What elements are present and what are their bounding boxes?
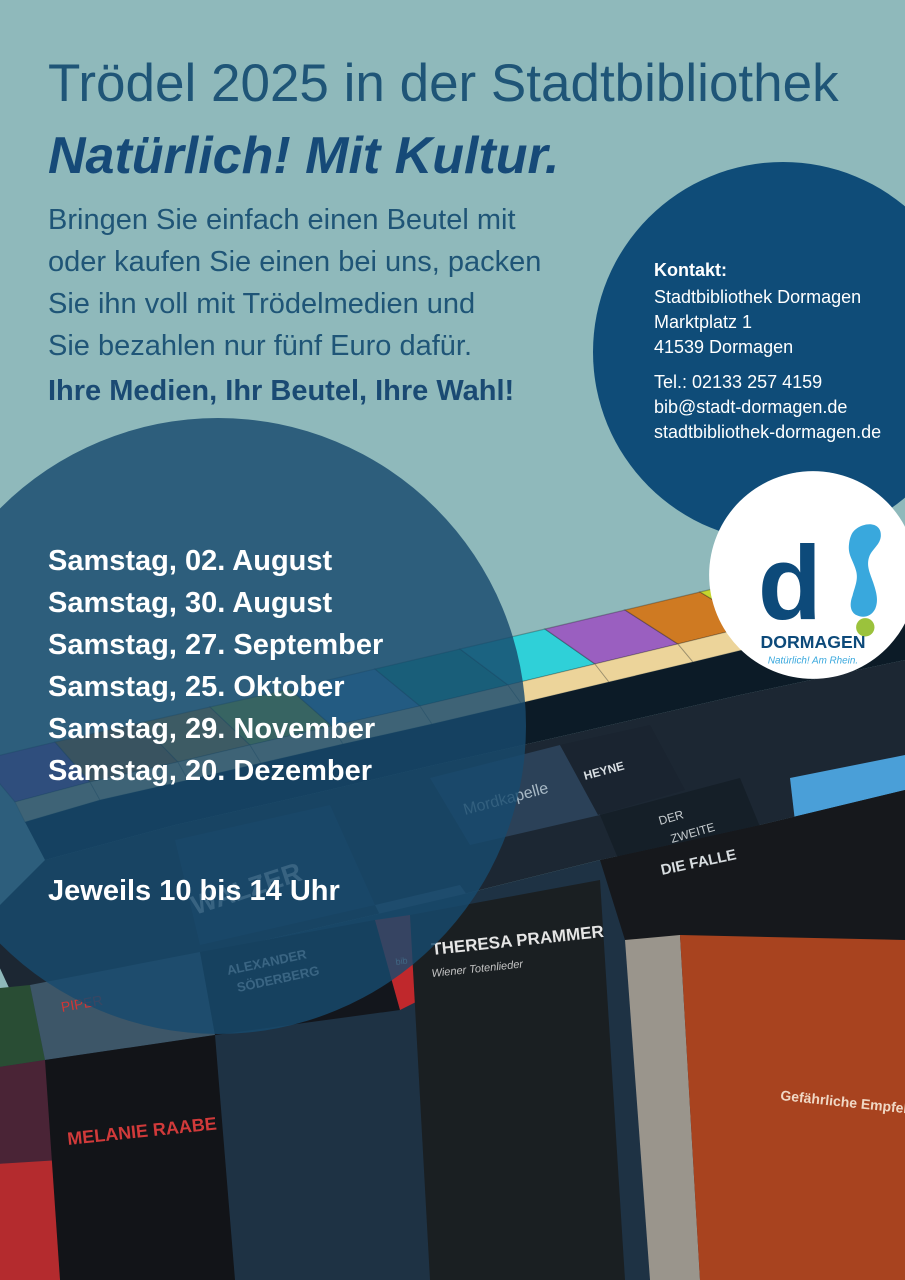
svg-text:Natürlich! Am Rhein.: Natürlich! Am Rhein. bbox=[768, 655, 858, 666]
svg-text:d: d bbox=[758, 525, 822, 642]
svg-text:DORMAGEN: DORMAGEN bbox=[761, 632, 866, 652]
